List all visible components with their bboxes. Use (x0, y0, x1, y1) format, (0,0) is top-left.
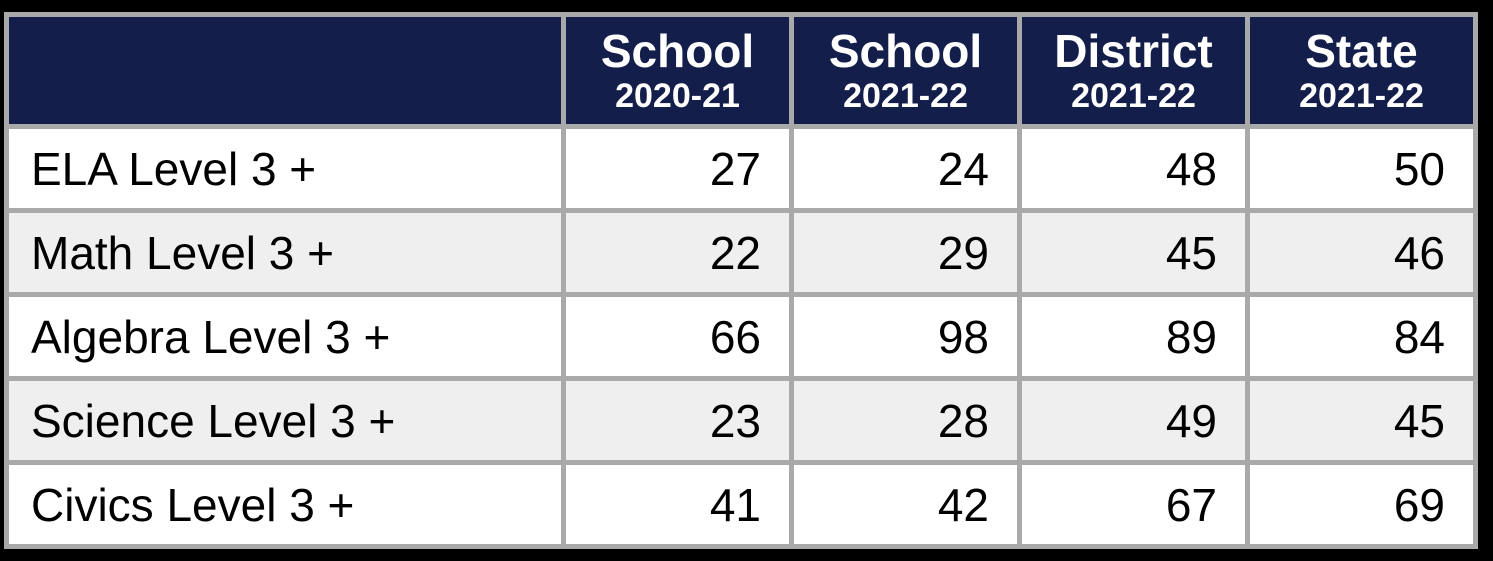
header-school-2021-22: School 2021-22 (789, 12, 1022, 129)
table-row-math: Math Level 3 + 22 29 45 46 (4, 208, 1478, 297)
header-year: 2021-22 (1071, 77, 1196, 116)
header-school-2020-21: School 2020-21 (561, 12, 794, 129)
data-cell: 67 (1017, 460, 1250, 549)
header-row: School 2020-21 School 2021-22 District 2… (4, 12, 1478, 129)
data-cell: 46 (1245, 208, 1478, 297)
data-cell: 49 (1017, 376, 1250, 465)
data-cell: 84 (1245, 292, 1478, 381)
table-row-science: Science Level 3 + 23 28 49 45 (4, 376, 1478, 465)
data-cell: 45 (1245, 376, 1478, 465)
data-cell: 89 (1017, 292, 1250, 381)
header-state-2021-22: State 2021-22 (1245, 12, 1478, 129)
table-row-ela: ELA Level 3 + 27 24 48 50 (4, 124, 1478, 213)
header-year: 2021-22 (1299, 77, 1424, 116)
data-cell: 24 (789, 124, 1022, 213)
data-cell: 98 (789, 292, 1022, 381)
table-body: ELA Level 3 + 27 24 48 50 Math Level 3 +… (4, 124, 1478, 549)
table-header: School 2020-21 School 2021-22 District 2… (4, 12, 1478, 129)
data-cell: 48 (1017, 124, 1250, 213)
header-title: School (828, 24, 983, 77)
assessment-scores-table: School 2020-21 School 2021-22 District 2… (4, 12, 1478, 549)
header-year: 2020-21 (615, 77, 740, 116)
row-label: Civics Level 3 + (4, 460, 566, 549)
header-year: 2021-22 (843, 77, 968, 116)
data-cell: 50 (1245, 124, 1478, 213)
data-cell: 27 (561, 124, 794, 213)
corner-header-cell (4, 12, 566, 129)
row-label: ELA Level 3 + (4, 124, 566, 213)
header-district-2021-22: District 2021-22 (1017, 12, 1250, 129)
row-label: Math Level 3 + (4, 208, 566, 297)
data-cell: 66 (561, 292, 794, 381)
header-title: State (1305, 24, 1418, 77)
header-title: School (600, 24, 755, 77)
data-cell: 41 (561, 460, 794, 549)
data-cell: 23 (561, 376, 794, 465)
data-cell: 69 (1245, 460, 1478, 549)
table-row-algebra: Algebra Level 3 + 66 98 89 84 (4, 292, 1478, 381)
row-label: Algebra Level 3 + (4, 292, 566, 381)
header-title: District (1054, 24, 1213, 77)
data-cell: 29 (789, 208, 1022, 297)
data-cell: 45 (1017, 208, 1250, 297)
table-row-civics: Civics Level 3 + 41 42 67 69 (4, 460, 1478, 549)
data-cell: 22 (561, 208, 794, 297)
table-frame: School 2020-21 School 2021-22 District 2… (4, 12, 1478, 549)
row-label: Science Level 3 + (4, 376, 566, 465)
data-cell: 42 (789, 460, 1022, 549)
data-cell: 28 (789, 376, 1022, 465)
